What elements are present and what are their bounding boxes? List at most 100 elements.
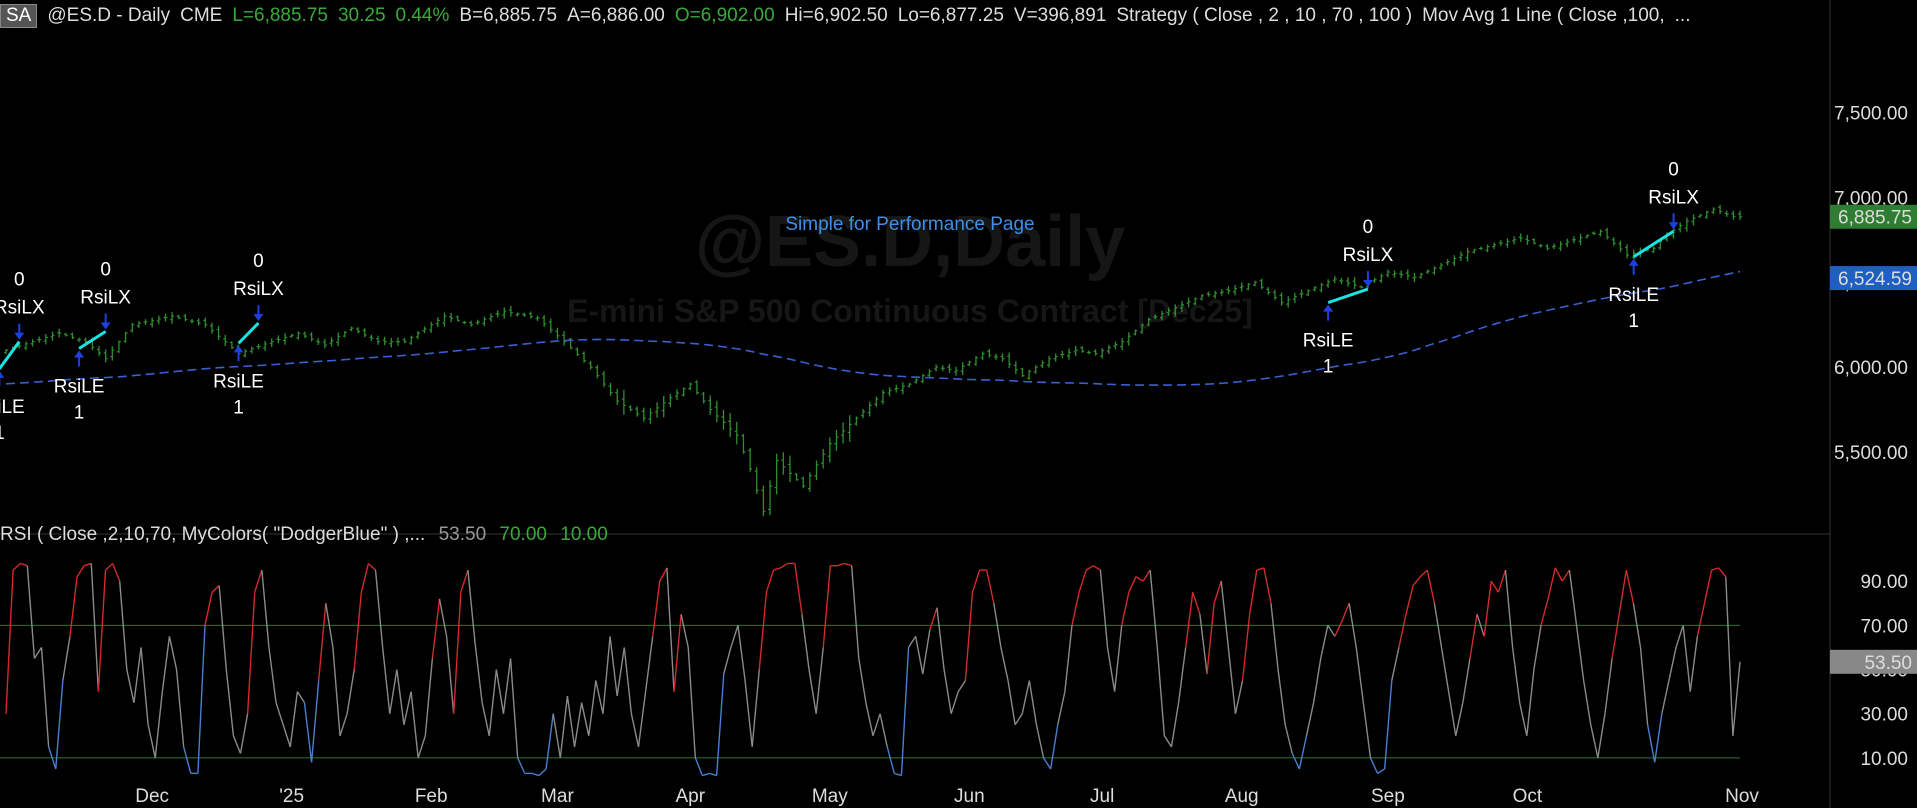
rsi-segment [1064,625,1073,692]
rsi-segment [850,565,860,659]
rsi-segment [1035,724,1045,759]
rsi-segment [815,647,824,714]
rsi-segment [1270,603,1279,670]
rsi-segment [1412,576,1421,587]
rsi-segment [929,607,938,630]
rsi-segment [872,713,881,737]
rsi-segment [1170,702,1180,747]
rsi-segment [808,669,817,714]
rsi-segment [1511,647,1521,703]
open-price: O=6,902.00 [674,5,775,26]
trade-markers: RsiLE 1 RsiLX 0 RsiLE 1 RsiLX 0 RsiLE 1 RsiLX 0 RsiL… [0,159,1699,444]
last-price: L=6,885.75 [232,5,328,26]
rsi-segment [1582,680,1592,725]
time-tick-label: Jun [954,786,985,807]
watermark: @ES.D,Daily E-mini S&P 500 Continuous Co… [567,202,1253,329]
rsi-segment [602,636,611,714]
rsi-segment [296,691,306,704]
rsi-segment [1377,768,1386,774]
entry-arrow-icon [1628,258,1639,266]
rsi-segment [182,746,192,774]
rsi-segment [1504,570,1514,648]
rsi-segment [424,658,434,736]
rsi-segment [659,567,668,582]
rsi-segment [467,570,476,644]
rsi-segment [1014,713,1023,726]
rsi-segment [1696,603,1706,637]
exit-label: RsiLX [233,279,284,300]
rsi-segment [197,625,206,774]
rsi-segment [1113,625,1123,692]
rsi-segment [410,691,419,758]
rsi-segment [62,636,71,681]
time-tick-label: Apr [676,786,706,807]
strategy-name-label: Simple for Performance Page [785,214,1034,235]
rsi-segment [325,603,334,648]
rsi-segment [559,695,569,758]
rsi-segment [303,702,313,763]
exit-label: RsiLX [1648,187,1699,208]
rsi-segment [90,563,100,692]
rsi-segment [381,647,391,714]
rsi-segment [1248,569,1258,615]
rsi-segment [218,585,228,670]
rsi-segment [694,757,704,776]
ask-price: A=6,886.00 [567,5,665,26]
rsi-segment [105,562,114,571]
rsi-segment [914,636,924,675]
ma-value-badge [1830,266,1917,291]
rsi-segment [403,691,412,725]
rsi-segment [907,636,917,648]
rsi-segment [1675,625,1684,648]
rsi-segment [1483,581,1492,637]
rsi-segment [822,565,832,648]
rsi-segment [1703,569,1713,604]
rsi-segment [76,565,85,578]
rsi-segment [595,680,604,714]
rsi-segment [1689,636,1699,692]
rsi-segment [133,647,142,703]
rsi-segment [83,562,92,567]
rsi-segment [1718,567,1727,578]
rsi-segment [353,592,363,670]
rsi-segment [1277,669,1286,725]
rsi-segment [161,636,171,692]
rsi-segment [1646,724,1656,763]
rsi-segment [40,647,50,747]
rsi-segment [652,581,661,637]
rsi-segment [773,567,781,571]
rsi-segment [573,702,583,747]
rsi-segment [1497,569,1507,593]
symbol-tag[interactable]: SA [0,4,38,28]
exit-arrow-icon [1668,222,1679,230]
entry-label: RsiLE [0,397,25,418]
exit-arrow-icon [253,314,264,322]
header-ellipsis[interactable]: ... [1674,5,1691,26]
rsi-segment [1682,625,1691,692]
rsi-segment [1149,570,1158,648]
rsi-segment [1078,569,1087,593]
rsi-segment [943,669,952,714]
rsi-segment [1092,565,1101,571]
rsi-segment [5,570,14,714]
rsi-segment [1711,567,1719,571]
rsi-segment [538,768,547,777]
rsi-segment [438,598,448,637]
time-tick-label: Aug [1225,786,1259,807]
rsi-segment [261,570,270,648]
rsi-segment [964,592,974,681]
rsi-segment [1021,680,1031,714]
exit-label: RsiLX [0,298,45,319]
rsi-segment [837,562,845,567]
rsi-segment [666,567,675,692]
rsi-segment [673,614,682,692]
high-price: Hi=6,902.50 [784,5,888,26]
rsi-segment [1661,680,1670,714]
strategy-label: Strategy ( Close , 2 , 10 , 70 , 100 ) [1116,5,1413,26]
rsi-segment [1298,735,1308,770]
rsi-segment [47,746,57,770]
rsi-segment [737,625,746,681]
rsi-segment [1426,569,1436,604]
ma-value-badge-label: 6,524.59 [1838,269,1912,290]
